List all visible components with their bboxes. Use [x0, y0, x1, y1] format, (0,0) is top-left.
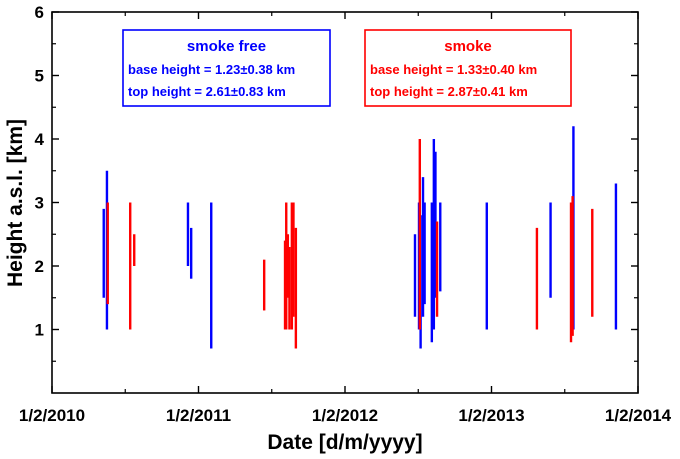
y-axis-title: Height a.s.l. [km] — [4, 119, 27, 287]
y-tick-label: 1 — [35, 321, 44, 340]
axis-tick-labels: 1/2/2010 1/2/2011 1/2/2012 1/2/2013 1/2/2014… — [19, 3, 672, 425]
y-tick-label: 3 — [35, 194, 44, 213]
legend-stat-line: top height = 2.61±0.83 km — [128, 84, 286, 99]
legend-box — [364, 29, 572, 107]
x-tick-label: 1/2/2011 — [166, 406, 231, 425]
plot-frame — [51, 11, 639, 394]
y-tick-label: 6 — [35, 3, 44, 22]
x-tick-label: 1/2/2013 — [458, 406, 524, 425]
x-tick-label: 1/2/2014 — [605, 406, 672, 425]
height-range-bars — [102, 126, 618, 349]
legend-stat-line: base height = 1.23±0.38 km — [128, 62, 295, 77]
legend-title: smoke free — [187, 38, 266, 55]
y-tick-label: 2 — [35, 257, 44, 276]
y-tick-label: 4 — [35, 130, 45, 149]
y-tick-label: 5 — [35, 67, 44, 86]
x-axis-title: Date [d/m/yyyy] — [267, 431, 422, 454]
legend: smoke free base height = 1.23±0.38 km top … — [122, 29, 572, 107]
legend-title: smoke — [444, 38, 492, 55]
legend-box — [122, 29, 331, 107]
x-tick-label: 1/2/2010 — [19, 406, 85, 425]
legend-stat-line: top height = 2.87±0.41 km — [370, 84, 528, 99]
x-tick-label: 1/2/2012 — [312, 406, 378, 425]
legend-stat-line: base height = 1.33±0.40 km — [370, 62, 537, 77]
